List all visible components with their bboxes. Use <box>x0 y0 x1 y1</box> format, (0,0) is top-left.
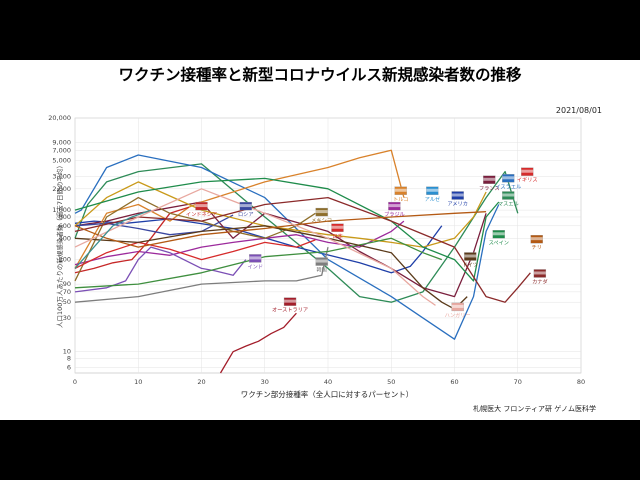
series-line <box>74 211 487 248</box>
country-label: フランス <box>479 185 500 192</box>
country-label: イスラエル <box>495 183 521 190</box>
country-label: オーストラリア <box>272 307 308 314</box>
country-label: 韓国 <box>316 266 326 274</box>
country-label: 日本 <box>332 232 342 240</box>
y-tick-label: 9,000 <box>52 139 71 147</box>
series-line <box>74 239 316 269</box>
x-axis-label: ワクチン部分接種率（全人口に対するパーセント） <box>241 389 414 399</box>
country-label: カナダ <box>532 277 548 285</box>
x-tick-label: 50 <box>387 378 395 386</box>
flag-stripe <box>492 232 505 236</box>
x-tick-label: 10 <box>134 378 142 386</box>
y-tick-label: 6 <box>67 363 71 371</box>
country-label: トルコ <box>393 196 408 203</box>
series-line <box>74 225 468 310</box>
flag-stripe <box>388 204 401 208</box>
x-axis-ticks: 0 10 20 30 40 50 60 70 80 <box>73 378 585 386</box>
y-tick-label: 3,000 <box>52 172 71 180</box>
flag-stripe <box>464 254 477 258</box>
flag-stripe <box>195 204 208 208</box>
series-line <box>74 188 436 306</box>
flag-stripe <box>315 259 328 263</box>
flag-stripe <box>284 299 297 303</box>
y-tick-label: 20,000 <box>48 114 71 122</box>
series-line <box>74 196 531 303</box>
country-label: インドネシア <box>186 211 217 218</box>
flag-stripe <box>249 256 262 260</box>
country-label: チリ <box>532 244 542 251</box>
x-tick-label: 40 <box>324 378 332 386</box>
y-tick-label: 200 <box>59 256 71 264</box>
flag-stripe <box>533 271 546 275</box>
series-line <box>74 201 487 298</box>
country-label: アルゼ <box>425 195 441 203</box>
x-tick-label: 30 <box>261 378 269 386</box>
series-line <box>74 154 500 340</box>
flag-stripe <box>502 193 515 197</box>
flag-stripe <box>451 193 464 197</box>
flag-stripe <box>239 204 252 208</box>
y-tick-label: 50 <box>63 298 71 306</box>
country-label: インド <box>247 264 263 270</box>
y-axis-label: 人口100万人あたりの新規感染者数（過去7日間の平均） <box>55 162 64 328</box>
flag-stripe <box>483 177 496 181</box>
series-line <box>74 246 247 293</box>
series-line <box>219 312 297 374</box>
flag-stripe <box>530 237 543 241</box>
series-line <box>74 214 234 236</box>
chart-date: 2021/08/01 <box>555 106 602 115</box>
x-tick-label: 0 <box>73 378 77 386</box>
y-tick-label: 7,000 <box>52 146 71 154</box>
x-tick-label: 80 <box>577 378 585 386</box>
y-tick-label: 90 <box>63 280 71 288</box>
country-label: マスエル <box>498 200 519 207</box>
x-tick-label: 20 <box>197 378 205 386</box>
series-line <box>74 181 487 248</box>
y-tick-label: 1,000 <box>52 206 71 214</box>
series-line <box>74 163 519 303</box>
y-tick-label: 2,000 <box>52 185 71 193</box>
y-tick-label: 10 <box>63 348 71 356</box>
y-tick-label: 30 <box>63 314 71 322</box>
country-label: ドイツ <box>463 263 479 269</box>
series-line <box>74 209 152 269</box>
y-tick-label: 8 <box>67 355 71 363</box>
country-label: メキシコ <box>311 217 332 224</box>
country-label: スペイン <box>489 239 509 246</box>
flag-stripe <box>315 210 328 214</box>
slide: ワクチン接種率と新型コロナウイルス新規感染者数の推移 2021/08/01 札幌… <box>0 60 640 420</box>
series-line <box>74 220 405 266</box>
country-label: ハンガリー <box>445 311 471 319</box>
flag-stripe <box>521 169 534 173</box>
flag-stripe <box>426 188 439 192</box>
country-label: ロシア <box>238 211 254 218</box>
y-tick-label: 5,000 <box>52 157 71 165</box>
x-tick-label: 60 <box>450 378 458 386</box>
flag-stripe <box>502 176 515 180</box>
x-tick-label: 70 <box>514 378 522 386</box>
country-label: イギリス <box>517 177 538 184</box>
y-tick-label: 70 <box>63 288 71 296</box>
series-line <box>74 246 329 303</box>
series-line <box>74 237 443 289</box>
y-tick-label: 600 <box>59 222 71 230</box>
flag-stripe <box>394 188 407 192</box>
chart-credit: 札幌医大 フロンティア研 ゲノム医科学 <box>473 405 596 413</box>
y-tick-label: 800 <box>59 213 71 221</box>
line-chart: 6810305070902004006008001,0002,0003,0005… <box>48 114 585 399</box>
country-label: ブラジル <box>384 210 405 218</box>
flag-stripe <box>331 225 344 229</box>
country-label: アメリカ <box>447 200 468 207</box>
chart-title: ワクチン接種率と新型コロナウイルス新規感染者数の推移 <box>118 66 522 84</box>
y-tick-label: 400 <box>59 234 71 242</box>
flag-stripe <box>451 304 464 308</box>
